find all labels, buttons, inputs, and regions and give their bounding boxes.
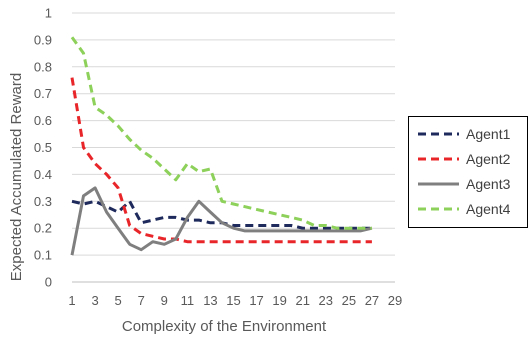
x-tick-label: 23 (319, 293, 333, 308)
series-line-agent4 (70, 36, 372, 230)
y-tick-label: 0.1 (34, 248, 52, 263)
y-tick-label: 1 (45, 6, 52, 21)
x-tick-label: 25 (342, 293, 356, 308)
legend-box (408, 116, 528, 228)
legend: Agent1 Agent2 Agent3 Agent4 (408, 116, 528, 228)
x-tick-label: 17 (249, 293, 263, 308)
x-tick-label: 29 (388, 293, 402, 308)
y-tick-label: 0.9 (34, 32, 52, 47)
x-axis-ticks: 1 3 5 7 9 11 13 15 17 19 21 23 25 27 29 (68, 293, 402, 308)
y-tick-label: 0.6 (34, 113, 52, 128)
x-tick-label: 27 (365, 293, 379, 308)
y-tick-label: 0.5 (34, 140, 52, 155)
x-tick-label: 19 (272, 293, 286, 308)
x-tick-label: 5 (115, 293, 122, 308)
y-tick-label: 0.4 (34, 167, 52, 182)
x-tick-label: 11 (181, 293, 195, 308)
legend-label: Agent2 (466, 151, 511, 167)
y-tick-label: 0.7 (34, 86, 52, 101)
legend-label: Agent4 (466, 201, 511, 217)
x-tick-label: 7 (138, 293, 145, 308)
x-tick-label: 13 (203, 293, 217, 308)
x-tick-label: 21 (295, 293, 309, 308)
x-tick-label: 9 (161, 293, 168, 308)
series-lines (70, 36, 373, 256)
y-tick-label: 0.2 (34, 221, 52, 236)
y-axis-title: Expected Accumulated Reward (8, 73, 25, 281)
x-axis-title: Complexity of the Environment (122, 318, 327, 335)
gridlines (72, 12, 395, 283)
series-line-agent2 (70, 77, 372, 244)
legend-label: Agent1 (466, 126, 511, 142)
legend-label: Agent3 (466, 176, 511, 192)
y-tick-label: 0 (45, 275, 52, 290)
x-tick-label: 15 (226, 293, 240, 308)
y-tick-label: 0.3 (34, 194, 52, 209)
x-tick-label: 3 (91, 293, 98, 308)
x-tick-label: 1 (68, 293, 75, 308)
y-axis-ticks: 0 0.1 0.2 0.3 0.4 0.5 0.6 0.7 0.8 0.9 1 (34, 6, 52, 290)
y-tick-label: 0.8 (34, 59, 52, 74)
series-line-agent3 (70, 186, 373, 256)
